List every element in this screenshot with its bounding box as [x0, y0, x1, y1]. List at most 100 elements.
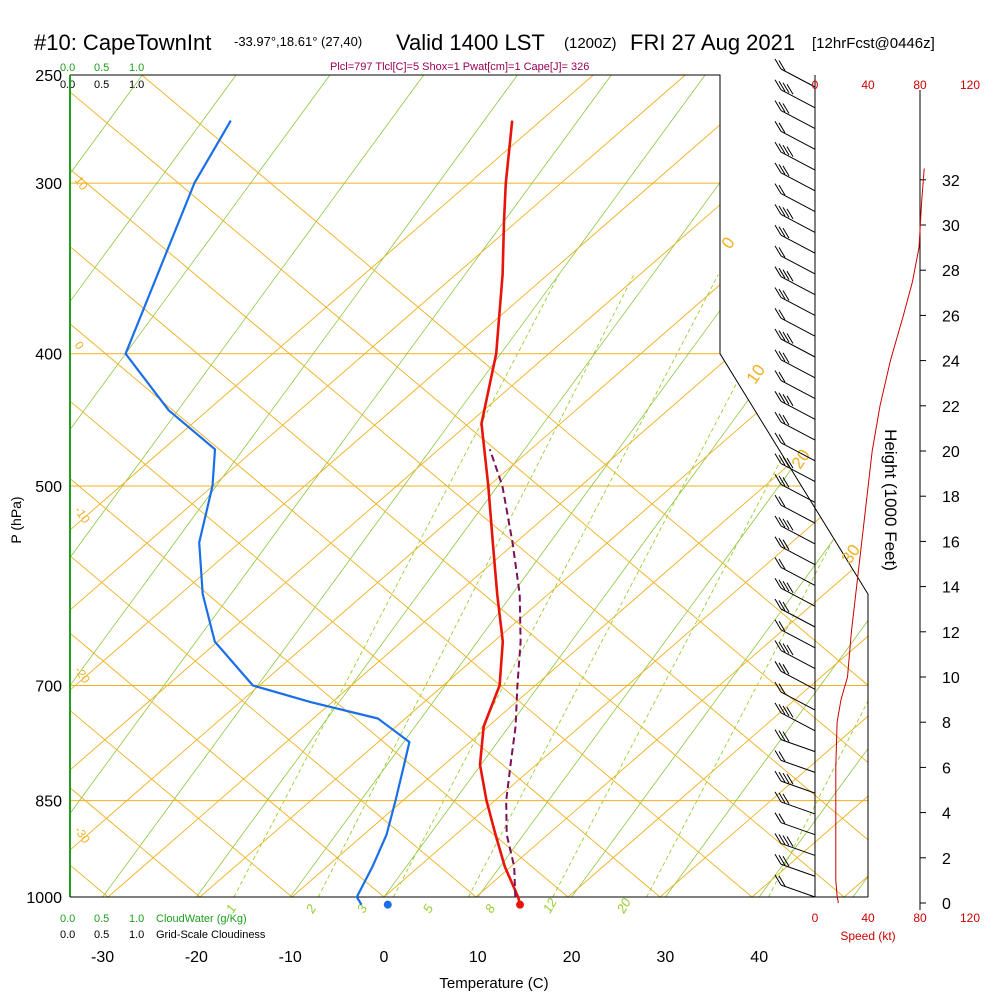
moist-adiabat-line	[199, 75, 868, 897]
wind-barb-staff	[780, 712, 816, 732]
wind-barb	[774, 162, 816, 192]
wind-barb-feather	[778, 813, 786, 824]
isotherm-line	[665, 75, 868, 897]
height-tick-label: 0	[942, 896, 951, 913]
wind-barb-feather	[778, 226, 786, 237]
wind-barb-staff	[780, 463, 816, 483]
cloudwater-tick: 0.0	[60, 62, 75, 74]
wind-barb-feather	[774, 729, 782, 740]
height-tick-label: 28	[942, 263, 960, 280]
wind-barb-feather	[774, 598, 782, 610]
wind-barb	[774, 349, 816, 379]
wind-barb-feather	[778, 184, 786, 196]
wind-barb-staff	[780, 739, 816, 753]
cloudiness-tick: 0.5	[94, 79, 109, 91]
temperature-tick-label: -20	[185, 949, 208, 966]
wind-barb-feather	[778, 101, 786, 113]
wind-barb-feather	[782, 772, 790, 784]
wind-barb	[774, 474, 816, 503]
wind-barb-feather	[778, 122, 786, 134]
mixing-ratio-label: 8	[482, 901, 499, 915]
dry-adiabat-line	[70, 75, 753, 897]
wind-barb-feather	[782, 144, 790, 156]
wind-barb-feather	[774, 474, 782, 485]
wind-barb-staff	[780, 801, 816, 815]
height-tick-label: 18	[942, 489, 960, 506]
wind-barb	[774, 661, 816, 690]
isotherm-line	[196, 75, 800, 897]
mixing-ratio-label: 2	[302, 901, 319, 916]
wind-barb-feather	[778, 517, 786, 528]
wind-barb-feather	[774, 453, 782, 464]
wind-barb-feather	[782, 394, 790, 405]
wind-barb-staff	[780, 567, 816, 586]
wind-barb-feather	[786, 836, 794, 847]
wind-barb-staff	[780, 359, 816, 379]
dry-adiabat-line	[70, 75, 845, 897]
wind-barb-feather	[782, 601, 790, 613]
wind-barb-feather	[774, 121, 782, 132]
wind-barb-staff	[780, 213, 816, 233]
wind-barb-staff	[780, 255, 816, 275]
wind-barb-feather	[774, 577, 782, 589]
wind-barb-feather	[782, 352, 790, 364]
dry-adiabat-line	[70, 75, 477, 897]
wind-barb-staff	[780, 822, 816, 836]
wind-barb-feather	[782, 793, 790, 805]
temperature-tick-label: 10	[469, 949, 487, 966]
wind-barb	[774, 307, 816, 337]
wind-barb-feather	[774, 162, 782, 174]
wind-barb-feather	[782, 664, 790, 675]
dewpoint-trace	[124, 120, 411, 906]
wind-barb-staff	[780, 608, 816, 628]
wind-barb-feather	[778, 621, 786, 632]
wind-barb	[774, 577, 816, 607]
sounding-params: Plcl=797 Tlcl[C]=5 Shox=1 Pwat[cm]=1 Cap…	[330, 61, 589, 73]
dry-adiabat-line	[70, 75, 385, 897]
height-tick-label: 30	[942, 218, 960, 235]
grid-lines	[70, 75, 868, 897]
wind-barb-feather	[782, 290, 790, 301]
wind-barb-feather	[778, 413, 786, 424]
isotherm-line	[289, 75, 868, 897]
wind-barb-feather	[778, 309, 786, 320]
wind-barb-feather	[774, 307, 782, 319]
mixing-ratio-label: 12	[540, 895, 561, 916]
mixing-ratio-line	[317, 274, 635, 897]
wind-barb-feather	[782, 731, 790, 742]
forecast-info: [12hrFcst@0446z]	[812, 35, 935, 52]
wind-barb	[774, 598, 816, 628]
wind-barb-staff	[780, 691, 816, 711]
wind-barb-feather	[774, 370, 782, 381]
wind-barb-feather	[786, 773, 794, 785]
height-tick-label: 10	[942, 670, 960, 687]
height-tick-label: 8	[942, 715, 951, 732]
wind-barb-feather	[786, 208, 794, 220]
temperature-tick-label: 40	[750, 949, 768, 966]
theta-label-left: 0	[72, 339, 87, 353]
cloudiness-tick: 0.0	[60, 79, 75, 91]
dry-adiabat-line	[70, 75, 661, 897]
surface-temperature	[516, 900, 525, 909]
isotherm-line	[70, 75, 425, 897]
wind-barb	[774, 287, 816, 316]
wind-barb-feather	[774, 750, 782, 761]
wind-barb	[774, 750, 816, 773]
wind-barb-staff	[780, 863, 816, 877]
wind-barb-staff	[780, 130, 816, 150]
wind-barb-feather	[774, 681, 782, 693]
mixing-ratio-line	[233, 274, 560, 897]
wind-barb-feather	[774, 204, 782, 215]
wind-barb-feather	[786, 146, 794, 157]
theta-label: 0	[718, 234, 739, 253]
cloudiness-tick: 1.0	[129, 79, 144, 91]
wind-barb-staff	[780, 504, 816, 524]
height-tick-label: 32	[942, 173, 960, 190]
temperature-tick-label: 20	[563, 949, 581, 966]
wind-barb-feather	[778, 454, 786, 466]
isotherm-line	[852, 75, 868, 897]
speed-tick-label: 120	[960, 78, 980, 92]
wind-barb-feather	[786, 333, 794, 344]
pressure-label: 700	[35, 679, 62, 696]
